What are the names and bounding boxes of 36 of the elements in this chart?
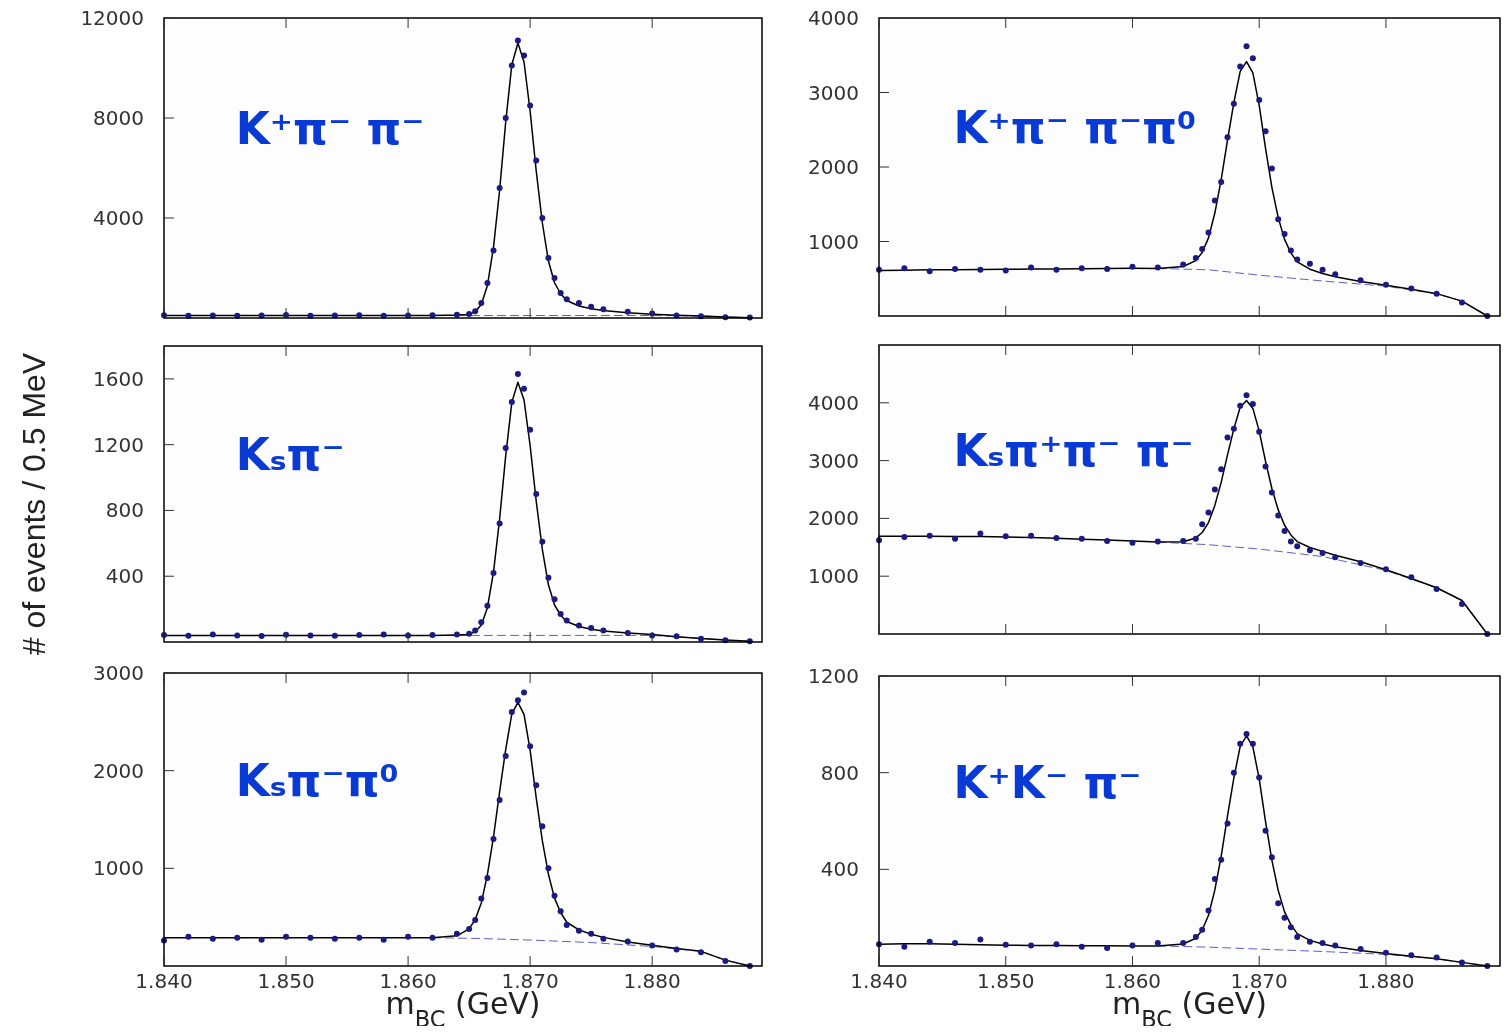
y-tick-label: 4000 <box>808 390 859 415</box>
y-tick-label: 4000 <box>93 206 144 230</box>
y-tick-label: 1600 <box>93 366 144 391</box>
x-tick-label: 1.880 <box>623 969 681 993</box>
y-tick-label: 2000 <box>808 155 859 179</box>
y-tick-label: 3000 <box>808 448 859 473</box>
y-tick-label: 3000 <box>808 80 859 105</box>
annotation: K⁺π⁻ π⁻ <box>235 103 425 154</box>
y-tick-label: 8000 <box>93 106 144 130</box>
y-tick-label: 2000 <box>93 758 144 783</box>
y-tick-label: 1200 <box>808 664 859 688</box>
y-tick-label: 2000 <box>808 506 859 531</box>
y-axis-title: # of events / 0.5 MeV <box>16 352 52 656</box>
annotation: K⁺K⁻ π⁻ <box>953 756 1142 808</box>
y-tick-label: 1000 <box>808 564 859 589</box>
annotation: Kₛπ⁻π⁰ <box>235 755 399 807</box>
y-tick-label: 1000 <box>808 229 859 254</box>
annotation: K⁺π⁻ π⁻π⁰ <box>953 102 1197 154</box>
x-tick-label: 1.880 <box>1357 969 1415 993</box>
x-tick-label: 1.850 <box>977 969 1035 993</box>
x-tick-label: 1.850 <box>257 969 315 993</box>
annotation: Kₛπ⁻ <box>235 429 345 481</box>
x-tick-label: 1.840 <box>135 969 193 993</box>
y-tick-label: 400 <box>105 564 144 589</box>
y-tick-label: 12000 <box>80 6 144 30</box>
y-tick-label: 1200 <box>93 432 144 457</box>
x-tick-label: 1.860 <box>1103 969 1162 993</box>
x-tick-label: 1.860 <box>379 969 437 993</box>
y-tick-label: 400 <box>820 857 859 882</box>
y-tick-label: 1000 <box>93 856 144 881</box>
y-tick-label: 800 <box>105 498 144 523</box>
y-tick-label: 4000 <box>808 6 859 30</box>
y-tick-label: 3000 <box>93 661 144 685</box>
annotation: Kₛπ⁺π⁻ π⁻ <box>953 425 1194 477</box>
y-tick-label: 800 <box>820 760 859 785</box>
x-tick-label: 1.840 <box>850 969 908 993</box>
